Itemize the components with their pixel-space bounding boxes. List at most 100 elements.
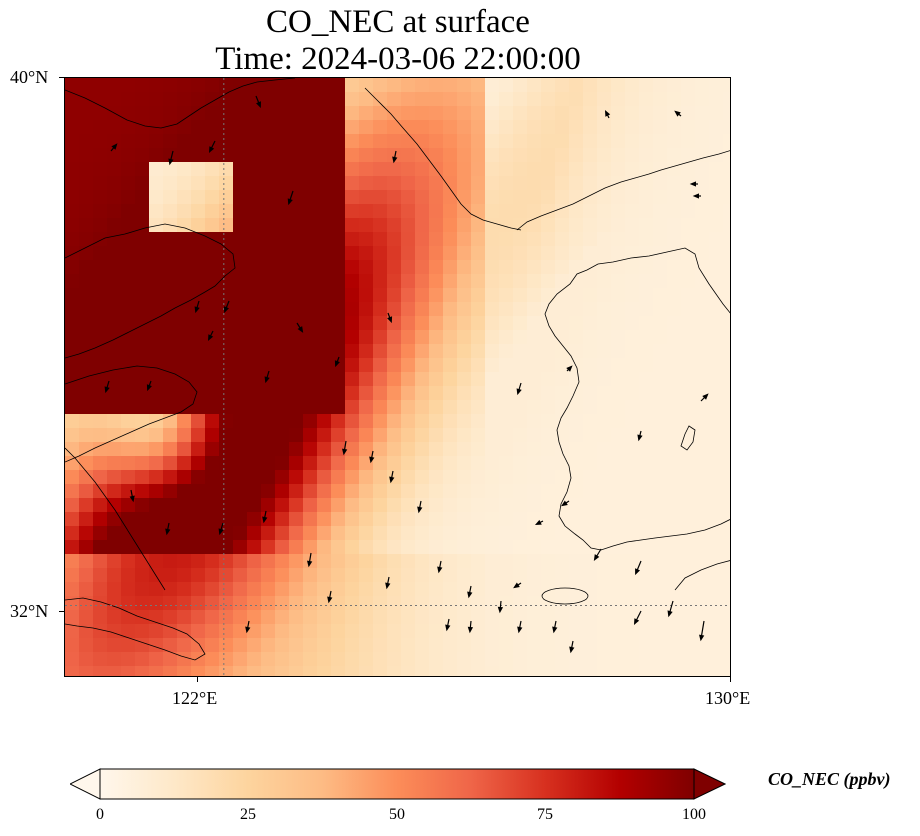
field-cell [499, 302, 514, 317]
field-cell [261, 638, 276, 653]
field-cell [723, 106, 730, 121]
field-cell [65, 358, 80, 373]
field-cell [93, 400, 108, 415]
field-cell [653, 540, 668, 555]
field-cell [695, 148, 710, 163]
field-cell [401, 512, 416, 527]
wind-arrow-head [129, 495, 135, 503]
field-cell [93, 372, 108, 387]
field-cell [261, 498, 276, 513]
field-cell [401, 400, 416, 415]
field-cell [149, 92, 164, 107]
field-cell [387, 498, 402, 513]
field-cell [373, 638, 388, 653]
field-cell [513, 554, 528, 569]
field-cell [611, 638, 626, 653]
field-cell [191, 106, 206, 121]
field-cell [457, 260, 472, 275]
field-cell [275, 302, 290, 317]
field-cell [317, 316, 332, 331]
field-cell [317, 610, 332, 625]
field-cell [513, 246, 528, 261]
field-cell [527, 134, 542, 149]
field-cell [149, 274, 164, 289]
field-cell [555, 232, 570, 247]
yalu-border [516, 150, 730, 231]
field-cell [373, 78, 388, 93]
field-cell [177, 106, 192, 121]
field-cell [681, 470, 696, 485]
field-cell [695, 638, 710, 653]
field-cell [303, 624, 318, 639]
field-cell [219, 540, 234, 555]
field-cell [303, 288, 318, 303]
field-cell [261, 428, 276, 443]
field-cell [443, 666, 458, 676]
field-cell [639, 400, 654, 415]
field-cell [289, 260, 304, 275]
field-cell [65, 414, 80, 429]
field-cell [583, 442, 598, 457]
field-cell [331, 162, 346, 177]
field-cell [597, 484, 612, 499]
field-cell [205, 134, 220, 149]
field-cell [331, 442, 346, 457]
field-cell [653, 512, 668, 527]
field-cell [177, 246, 192, 261]
field-cell [163, 260, 178, 275]
field-cell [457, 106, 472, 121]
field-cell [443, 470, 458, 485]
field-cell [163, 540, 178, 555]
field-cell [401, 428, 416, 443]
field-cell [79, 218, 94, 233]
field-cell [667, 330, 682, 345]
field-cell [121, 92, 136, 107]
field-cell [541, 554, 556, 569]
field-cell [65, 610, 80, 625]
field-cell [625, 638, 640, 653]
field-cell [443, 540, 458, 555]
field-cell [387, 288, 402, 303]
field-cell [667, 190, 682, 205]
field-cell [205, 106, 220, 121]
field-cell [723, 638, 730, 653]
field-cell [261, 302, 276, 317]
field-cell [597, 344, 612, 359]
field-cell [121, 218, 136, 233]
field-cell [485, 316, 500, 331]
field-cell [373, 652, 388, 667]
field-cell [191, 610, 206, 625]
field-cell [709, 554, 724, 569]
field-cell [163, 456, 178, 471]
field-cell [289, 302, 304, 317]
field-cell [219, 92, 234, 107]
field-cell [387, 330, 402, 345]
field-cell [611, 470, 626, 485]
field-cell [527, 120, 542, 135]
field-cell [107, 190, 122, 205]
field-cell [541, 246, 556, 261]
field-cell [583, 134, 598, 149]
field-cell [149, 596, 164, 611]
field-cell [485, 302, 500, 317]
field-cell [597, 428, 612, 443]
field-cell [191, 414, 206, 429]
field-cell [611, 372, 626, 387]
field-cell [597, 652, 612, 667]
field-cell [513, 414, 528, 429]
field-cell [177, 134, 192, 149]
field-cell [177, 428, 192, 443]
field-cell [275, 190, 290, 205]
field-cell [373, 554, 388, 569]
field-cell [345, 162, 360, 177]
field-cell [373, 274, 388, 289]
field-cell [569, 442, 584, 457]
field-cell [163, 652, 178, 667]
field-cell [275, 400, 290, 415]
field-cell [121, 652, 136, 667]
field-cell [499, 134, 514, 149]
field-cell [359, 386, 374, 401]
field-cell [303, 120, 318, 135]
field-cell [345, 526, 360, 541]
field-cell [555, 400, 570, 415]
